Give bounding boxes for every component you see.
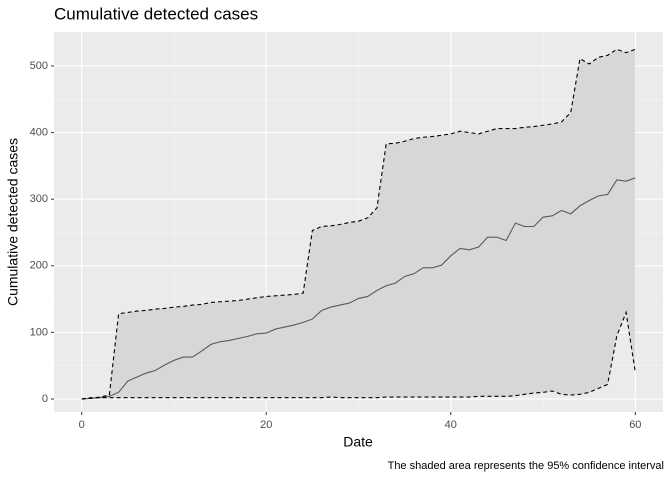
- y-tick-label: 100: [30, 326, 48, 338]
- chart-title: Cumulative detected cases: [54, 4, 258, 23]
- x-tick-label: 20: [260, 419, 272, 431]
- confidence-band: [81, 49, 636, 400]
- y-axis-label: Cumulative detected cases: [5, 138, 21, 306]
- series-line: [81, 310, 636, 400]
- caption: The shaded area represents the 95% confi…: [388, 460, 664, 472]
- y-tick-label: 300: [30, 193, 48, 205]
- x-tick-label: 40: [445, 419, 457, 431]
- y-tick-label: 400: [30, 126, 48, 138]
- series-line: [81, 48, 636, 400]
- series-line: [81, 177, 636, 400]
- y-tick-label: 0: [42, 393, 48, 405]
- x-axis-label: Date: [343, 434, 373, 450]
- x-tick-label: 0: [79, 419, 85, 431]
- x-tick-label: 60: [629, 419, 641, 431]
- y-tick-label: 200: [30, 260, 48, 272]
- y-tick-label: 500: [30, 60, 48, 72]
